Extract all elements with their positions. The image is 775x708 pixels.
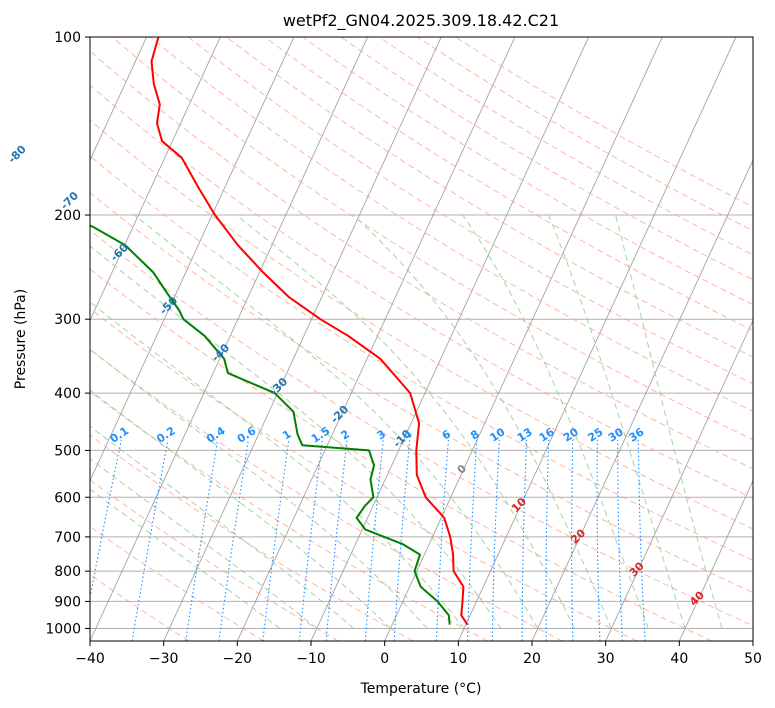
plot-area: [90, 37, 753, 641]
dry-adiabat: [90, 155, 753, 561]
mixing-ratio-line: [325, 439, 348, 641]
moist-adiabat: [90, 348, 428, 629]
isotherm-0: [384, 37, 663, 641]
dry-adiabat: [187, 37, 753, 385]
isotherm--20: [236, 37, 516, 641]
x-tick-label: 30: [597, 651, 615, 667]
isotherm--30: [163, 37, 442, 641]
mixing-ratio-line: [218, 439, 249, 641]
y-axis-ticks: 1000 900 800 700 600 500 400 300 200 100: [45, 30, 90, 637]
isotherm--40: [90, 37, 368, 641]
dewpoint-profile: [90, 224, 451, 625]
moist-adiabat: [134, 214, 539, 629]
x-axis-label: Temperature (°C): [360, 681, 482, 697]
isotherm--50: [90, 37, 295, 482]
moist-adiabat: [548, 214, 686, 629]
isotherm-10: [457, 37, 737, 641]
mixing-ratio-line: [364, 439, 384, 641]
dry-adiabat: [90, 391, 488, 641]
x-tick-label: 50: [744, 651, 762, 667]
moist-adiabat: [353, 214, 612, 629]
y-tick-label: 100: [54, 30, 81, 46]
x-tick-label: 40: [670, 651, 688, 667]
x-tick-label: 10: [449, 651, 467, 667]
x-tick-label: 0: [380, 651, 389, 667]
mixing-ratio-line: [521, 439, 528, 641]
mixing-ratio-line: [545, 439, 550, 641]
moist-adiabat: [90, 301, 465, 629]
moist-adiabat: [90, 389, 391, 629]
y-tick-label: 1000: [45, 621, 81, 637]
mixing-ratio-line: [466, 439, 478, 641]
profiles: [90, 37, 469, 626]
mixing-ratio-line: [262, 439, 290, 641]
y-tick-label: 700: [54, 530, 81, 546]
y-tick-label: 200: [54, 208, 81, 224]
dry-adiabat: [90, 348, 563, 641]
plot-frame: [89, 36, 754, 642]
temperature-profile: [150, 37, 469, 626]
y-axis-label: Pressure (hPa): [13, 289, 29, 389]
y-tick-label: 400: [54, 386, 81, 402]
x-tick-label: −10: [296, 651, 326, 667]
isotherm-20: [531, 159, 753, 641]
dry-adiabat: [90, 84, 753, 500]
y-tick-label: 300: [54, 312, 81, 328]
background-lines: [90, 37, 753, 641]
y-tick-label: 800: [54, 564, 81, 580]
isotherm-30: [605, 319, 753, 641]
x-tick-label: −30: [149, 651, 179, 667]
moist-adiabat: [90, 245, 502, 629]
dry-adiabat: [90, 308, 638, 641]
moist-adiabat: [235, 214, 576, 629]
isotherm--70: [90, 37, 147, 162]
dry-adiabat: [264, 37, 753, 332]
mixing-ratio-line: [131, 439, 169, 641]
y-tick-label: 900: [54, 594, 81, 610]
mixing-ratio-line: [185, 439, 219, 641]
x-axis-ticks: −40 −30 −20 −10 0 10 20 30 40 50: [75, 641, 762, 667]
x-tick-label: 20: [523, 651, 541, 667]
dry-adiabat: [90, 229, 753, 627]
moist-adiabat: [90, 488, 281, 629]
isotherm-40: [678, 479, 753, 641]
dry-adiabat: [90, 434, 414, 641]
moist-adiabat: [615, 214, 723, 629]
mixing-ratio-line: [637, 439, 646, 641]
mixing-ratio-line: [491, 439, 500, 641]
y-tick-label: 500: [54, 443, 81, 459]
dry-adiabat: [90, 119, 753, 530]
mixing-ratio-line: [298, 439, 324, 641]
moist-adiabat: [90, 425, 354, 629]
y-tick-label: 600: [54, 490, 81, 506]
dry-adiabat: [302, 37, 753, 306]
mixing-ratio-line: [571, 439, 574, 641]
chart-title: wetPf2_GN04.2025.309.18.42.C21: [283, 11, 559, 31]
x-tick-label: −40: [75, 651, 105, 667]
mixing-ratio-line: [617, 439, 623, 641]
dry-adiabat: [149, 37, 753, 413]
x-tick-label: −20: [223, 651, 253, 667]
mixing-ratio-line: [393, 439, 411, 641]
dry-adiabat: [90, 479, 339, 641]
isotherm--60: [90, 37, 221, 322]
moist-adiabat: [462, 214, 649, 629]
mixing-ratio-line: [596, 439, 601, 641]
mixing-ratio-line: [435, 439, 449, 641]
